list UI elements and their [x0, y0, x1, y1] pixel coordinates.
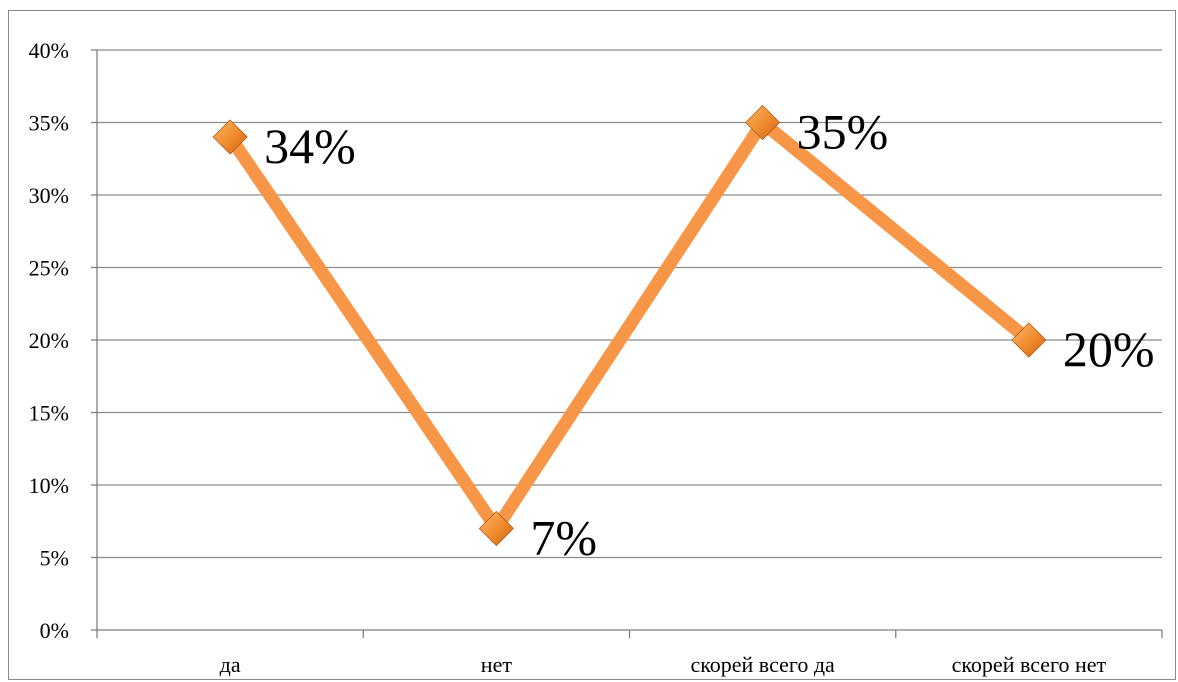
data-point-marker: [1011, 322, 1047, 358]
chart-frame: [8, 10, 1176, 680]
axes: [91, 49, 1163, 638]
x-tick-label: нет: [481, 652, 513, 677]
y-tick-label: 30%: [29, 183, 69, 208]
y-tick-label: 0%: [40, 618, 69, 643]
series-markers: [212, 104, 1047, 547]
series-line-path: [223, 112, 1036, 541]
data-labels: 34% 7% 35% 20%: [264, 104, 1154, 566]
data-label: 7%: [530, 510, 597, 566]
x-tick-label: скорей всего да: [690, 652, 835, 677]
data-label: 34%: [264, 118, 356, 174]
y-tick-label: 25%: [29, 256, 69, 281]
data-point-marker: [478, 510, 514, 547]
data-point-marker: [212, 119, 248, 155]
data-label: 20%: [1063, 321, 1155, 377]
y-tick-label: 20%: [29, 328, 69, 353]
x-axis-tick-labels: да нет скорей всего да скорей всего нет: [220, 652, 1107, 677]
y-axis-tick-labels: 0% 5% 10% 15% 20% 25% 30% 35% 40%: [29, 38, 69, 643]
y-tick-label: 10%: [29, 473, 69, 498]
data-point-marker: [745, 104, 781, 141]
grid-lines: [97, 49, 1162, 559]
y-tick-label: 40%: [29, 38, 69, 63]
x-tick-label: скорей всего нет: [952, 652, 1107, 677]
series-line: [223, 112, 1036, 541]
y-tick-label: 15%: [29, 401, 69, 426]
x-tick-label: да: [220, 652, 241, 677]
y-tick-label: 35%: [29, 111, 69, 136]
y-tick-label: 5%: [40, 546, 69, 571]
data-label: 35%: [797, 104, 889, 160]
